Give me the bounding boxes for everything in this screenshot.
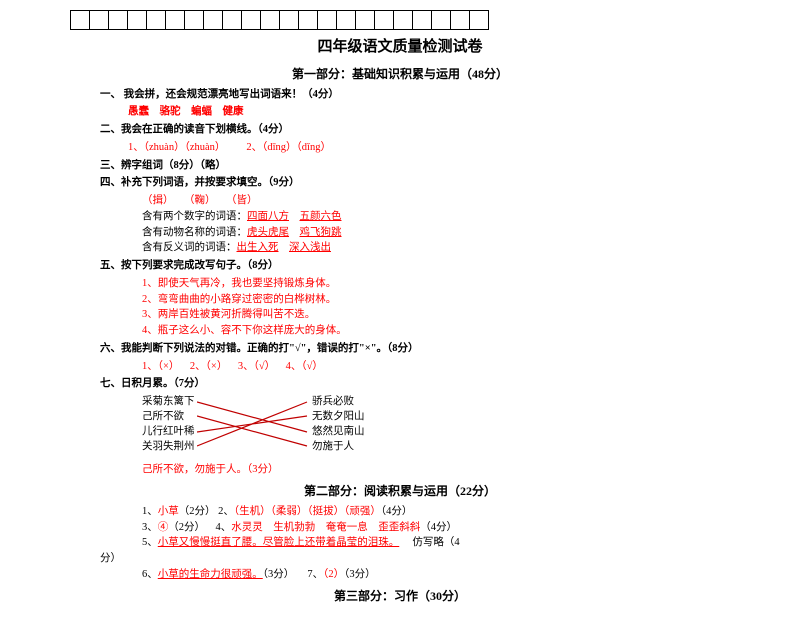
q4-row: 含有动物名称的词语：虎头虎尾 鸡飞狗跳	[142, 225, 700, 241]
q5-item: 3、两岸百姓被黄河折腾得叫苦不迭。	[142, 307, 700, 323]
part2-line: 1、小草（2分） 2、（生机）（柔弱）（挺拔）（顽强）（4分）	[142, 504, 700, 520]
matching-area: 采菊东篱下己所不欲儿行红叶稀关羽失荆州 骄兵必败无数夕阳山悠然见南山勿施于人	[142, 394, 700, 462]
match-left-item: 采菊东篱下	[142, 394, 195, 409]
q5-item: 2、弯弯曲曲的小路穿过密密的白桦树林。	[142, 292, 700, 308]
q7-bottom: 己所不欲，勿施于人。（3分）	[142, 462, 700, 478]
match-left-item: 己所不欲	[142, 409, 195, 424]
q4-row: 含有反义词的词语：出生入死 深入浅出	[142, 240, 700, 256]
exam-title: 四年级语文质量检测试卷	[100, 36, 700, 59]
q4-label: 四、补充下列词语，并按要求填空。（9分）	[100, 175, 700, 191]
q6-answer: 1、（×） 2、（×） 3、（√） 4、（√）	[142, 359, 700, 375]
part2-line: 3、④（2分） 4、水灵灵 生机勃勃 奄奄一息 歪歪斜斜（4分）	[142, 520, 700, 536]
part2-heading: 第二部分：阅读积累与运用（22分）	[100, 482, 700, 500]
match-right-item: 勿施于人	[312, 439, 365, 454]
q4-row1: （揖） （鞠） （皆）	[142, 193, 700, 209]
q2-answer: 1、（zhuàn）（zhuàn） 2、（dīng）（dǐng）	[128, 140, 700, 156]
match-right-item: 骄兵必败	[312, 394, 365, 409]
match-left-item: 儿行红叶稀	[142, 424, 195, 439]
q5-label: 五、按下列要求完成改写句子。（8分）	[100, 258, 700, 274]
q2-label: 二、我会在正确的读音下划横线。（4分）	[100, 122, 700, 138]
q1-answer: 愚蠢 骆驼 蝙蝠 健康	[128, 104, 700, 120]
match-left-item: 关羽失荆州	[142, 439, 195, 454]
part2-line: 分）	[100, 551, 700, 567]
q3-label: 三、辨字组词（8分）（略）	[100, 158, 700, 174]
answer-grid	[70, 10, 700, 30]
q7-label: 七、日积月累。（7分）	[100, 376, 700, 392]
q6-label: 六、我能判断下列说法的对错。正确的打"√"，错误的打"×"。（8分）	[100, 341, 700, 357]
match-right-item: 无数夕阳山	[312, 409, 365, 424]
q5-item: 4、瓶子这么小、容不下你这样庞大的身体。	[142, 323, 700, 339]
q5-item: 1、即使天气再冷，我也要坚持锻炼身体。	[142, 276, 700, 292]
match-lines	[197, 394, 312, 456]
part2-line: 6、小草的生命力很顽强。（3分） 7、（2）（3分）	[142, 567, 700, 583]
part2-line: 5、小草又慢慢挺直了腰。尽管脸上还带着晶莹的泪珠。 仿写略（4	[142, 535, 700, 551]
q4-row: 含有两个数字的词语：四面八方 五颜六色	[142, 209, 700, 225]
part1-heading: 第一部分：基础知识积累与运用（48分）	[100, 65, 700, 83]
part3-heading: 第三部分：习作（30分）	[100, 587, 700, 605]
match-right-item: 悠然见南山	[312, 424, 365, 439]
q1-label: 一、 我会拼，还会规范漂亮地写出词语来！（4分）	[100, 87, 700, 103]
